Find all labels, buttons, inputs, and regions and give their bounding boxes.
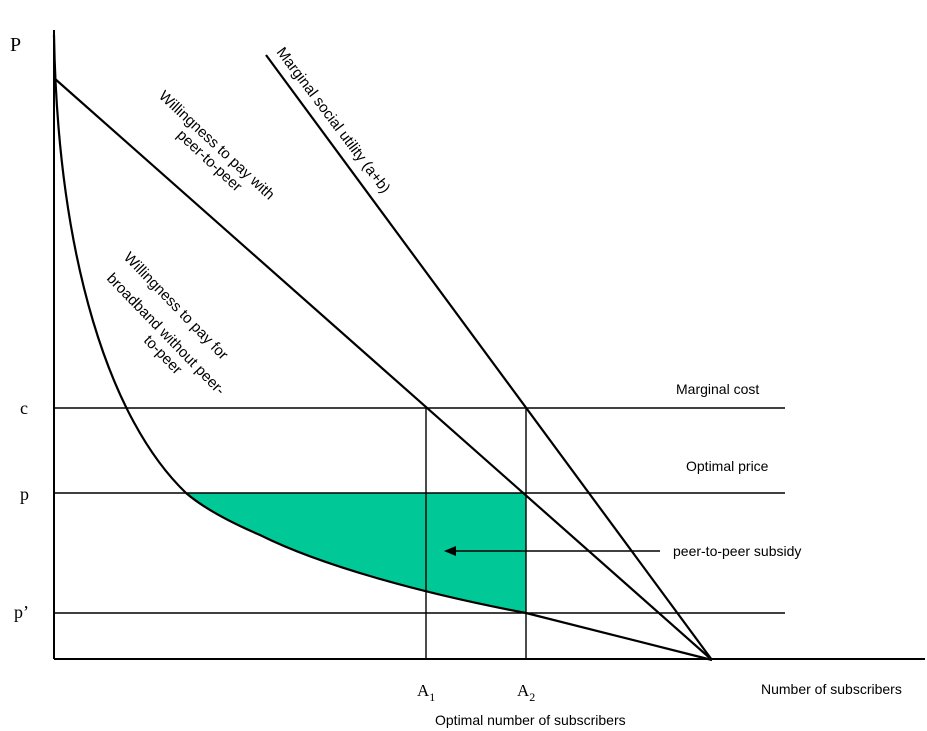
tick-p: p [20,484,29,504]
x-axis-sublabel: Optimal number of subscribers [435,712,626,728]
tick-p-prime: p’ [14,602,29,622]
tick-c: c [20,398,28,418]
tick-a1: A1 [417,681,435,704]
marginal-social-utility-line [265,54,713,661]
optimal-price-label: Optimal price [686,458,769,474]
msu-label: Marginal social utility (a+b) [273,44,394,196]
subsidy-area [186,493,526,613]
svg-text:Willingness to pay with: Willingness to pay with [155,87,278,203]
wtp-without-p2p-curve [52,34,713,662]
subsidy-label: peer-to-peer subsidy [673,543,801,559]
x-axis-label: Number of subscribers [761,681,902,697]
tick-a2: A2 [517,681,535,704]
wtp-with-p2p-line [53,77,713,661]
wtp-without-p2p-label: Willingness to pay for broadband without… [103,249,231,399]
marginal-cost-label: Marginal cost [676,381,759,397]
subsidy-arrowhead [444,546,456,556]
wtp-with-p2p-label: Willingness to pay with peer-to-peer [155,87,278,203]
y-axis-label: P [10,34,21,56]
